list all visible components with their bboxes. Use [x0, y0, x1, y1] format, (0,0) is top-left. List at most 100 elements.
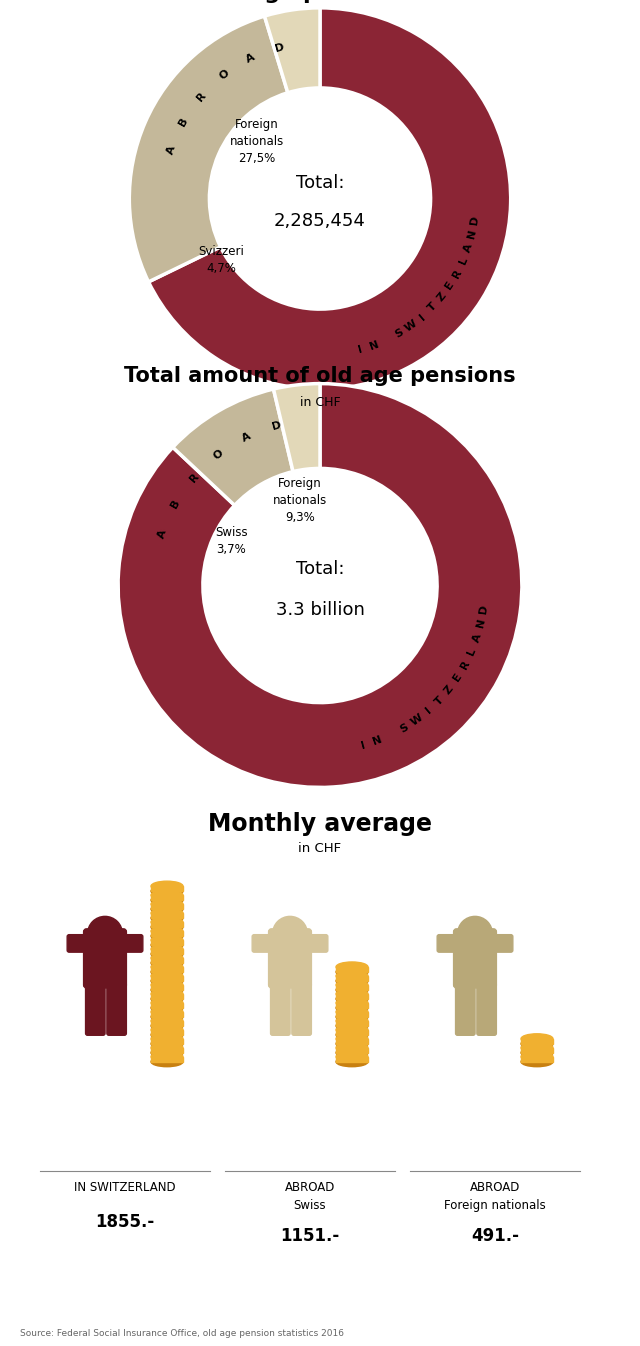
FancyBboxPatch shape — [151, 966, 183, 972]
Text: Svizzeri
4,7%: Svizzeri 4,7% — [198, 245, 244, 275]
Wedge shape — [264, 8, 320, 93]
Ellipse shape — [151, 976, 183, 985]
FancyBboxPatch shape — [269, 929, 312, 988]
Ellipse shape — [151, 1051, 183, 1062]
Text: B: B — [170, 498, 182, 510]
Ellipse shape — [151, 1020, 183, 1031]
Ellipse shape — [336, 993, 368, 1004]
FancyBboxPatch shape — [151, 949, 183, 954]
FancyBboxPatch shape — [336, 1039, 368, 1043]
Ellipse shape — [151, 970, 183, 981]
Text: I: I — [357, 345, 364, 355]
Ellipse shape — [151, 962, 183, 972]
Ellipse shape — [151, 1030, 183, 1039]
Text: D: D — [271, 420, 283, 432]
Text: R: R — [459, 658, 472, 670]
Ellipse shape — [336, 962, 368, 972]
Circle shape — [458, 917, 492, 952]
FancyBboxPatch shape — [151, 1057, 183, 1062]
Ellipse shape — [336, 966, 368, 977]
Text: R: R — [451, 268, 464, 280]
Text: Total amount of old age pensions: Total amount of old age pensions — [124, 366, 516, 386]
Text: 1151.-: 1151.- — [280, 1228, 340, 1245]
Ellipse shape — [151, 1043, 183, 1053]
Text: N: N — [467, 229, 478, 240]
Ellipse shape — [336, 985, 368, 995]
FancyBboxPatch shape — [151, 922, 183, 927]
FancyBboxPatch shape — [292, 983, 312, 1035]
Text: Source: Federal Social Insurance Office, old age pension statistics 2016: Source: Federal Social Insurance Office,… — [20, 1329, 344, 1338]
FancyBboxPatch shape — [151, 1012, 183, 1016]
Ellipse shape — [151, 989, 183, 999]
FancyBboxPatch shape — [151, 895, 183, 900]
Ellipse shape — [336, 970, 368, 981]
Text: L: L — [466, 646, 478, 657]
Wedge shape — [118, 384, 522, 787]
Text: 1855.-: 1855.- — [95, 1213, 155, 1232]
Text: D: D — [274, 42, 285, 54]
Circle shape — [273, 917, 307, 952]
FancyBboxPatch shape — [492, 934, 513, 952]
FancyBboxPatch shape — [151, 1003, 183, 1008]
FancyBboxPatch shape — [151, 993, 183, 999]
Ellipse shape — [336, 976, 368, 985]
FancyBboxPatch shape — [86, 983, 105, 1035]
Ellipse shape — [521, 1057, 553, 1066]
Text: D: D — [469, 215, 481, 226]
Ellipse shape — [151, 1003, 183, 1012]
Ellipse shape — [336, 989, 368, 999]
FancyBboxPatch shape — [151, 931, 183, 935]
Ellipse shape — [336, 1057, 368, 1066]
Text: Monthly average: Monthly average — [208, 813, 432, 836]
Ellipse shape — [151, 1016, 183, 1026]
FancyBboxPatch shape — [151, 905, 183, 909]
Ellipse shape — [151, 935, 183, 945]
Ellipse shape — [151, 895, 183, 905]
Text: Z: Z — [435, 291, 448, 303]
Ellipse shape — [336, 997, 368, 1008]
Text: 87%: 87% — [370, 656, 403, 669]
Ellipse shape — [151, 1047, 183, 1058]
FancyBboxPatch shape — [336, 966, 368, 972]
FancyBboxPatch shape — [151, 913, 183, 918]
Text: W: W — [408, 712, 424, 728]
Text: E: E — [444, 280, 456, 291]
Ellipse shape — [336, 1012, 368, 1022]
Text: W: W — [403, 318, 419, 334]
Ellipse shape — [151, 958, 183, 968]
Text: T: T — [433, 695, 445, 707]
Text: A: A — [471, 631, 483, 643]
Text: A: A — [462, 242, 474, 253]
Text: E: E — [451, 672, 464, 684]
FancyBboxPatch shape — [336, 1003, 368, 1008]
Ellipse shape — [521, 1043, 553, 1053]
FancyBboxPatch shape — [307, 934, 328, 952]
FancyBboxPatch shape — [151, 1039, 183, 1043]
Text: A: A — [240, 431, 252, 444]
Ellipse shape — [151, 953, 183, 962]
Text: N: N — [371, 735, 383, 747]
Ellipse shape — [151, 997, 183, 1008]
Ellipse shape — [336, 1020, 368, 1031]
Wedge shape — [273, 384, 320, 471]
Ellipse shape — [151, 980, 183, 989]
Text: ABROAD
Foreign nationals: ABROAD Foreign nationals — [444, 1182, 546, 1213]
Ellipse shape — [151, 886, 183, 896]
Ellipse shape — [151, 1024, 183, 1035]
Text: IN SWITZERLAND: IN SWITZERLAND — [74, 1182, 176, 1194]
FancyBboxPatch shape — [336, 1047, 368, 1053]
Text: I: I — [423, 705, 433, 716]
Text: S: S — [394, 327, 405, 339]
Text: R: R — [188, 471, 201, 483]
Ellipse shape — [521, 1051, 553, 1062]
FancyBboxPatch shape — [151, 976, 183, 981]
FancyBboxPatch shape — [151, 940, 183, 945]
Text: Total:: Total: — [296, 560, 344, 579]
Text: N: N — [476, 618, 487, 629]
Ellipse shape — [151, 899, 183, 909]
Text: Foreign
nationals
27,5%: Foreign nationals 27,5% — [230, 118, 284, 164]
Text: L: L — [458, 256, 469, 267]
FancyBboxPatch shape — [437, 934, 459, 952]
FancyBboxPatch shape — [336, 1020, 368, 1026]
FancyBboxPatch shape — [271, 983, 290, 1035]
